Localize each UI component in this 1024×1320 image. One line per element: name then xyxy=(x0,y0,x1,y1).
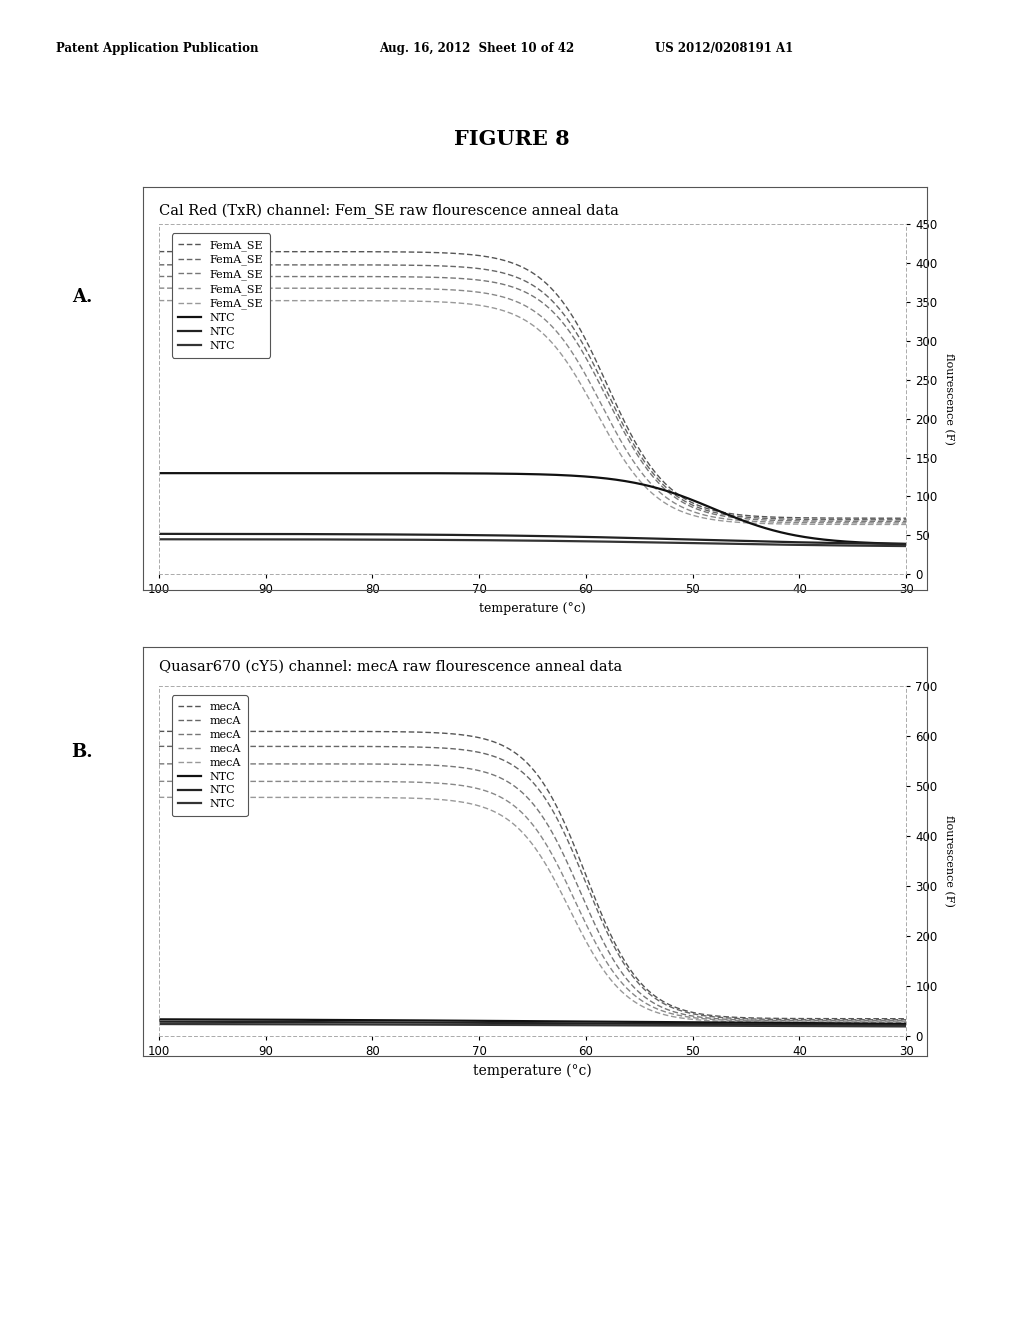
Text: B.: B. xyxy=(72,743,93,762)
Text: A.: A. xyxy=(72,288,92,306)
Y-axis label: flourescence (F): flourescence (F) xyxy=(944,816,954,907)
Legend: FemA_SE, FemA_SE, FemA_SE, FemA_SE, FemA_SE, NTC, NTC, NTC: FemA_SE, FemA_SE, FemA_SE, FemA_SE, FemA… xyxy=(172,234,269,358)
Text: Cal Red (TxR) channel: Fem_SE raw flourescence anneal data: Cal Red (TxR) channel: Fem_SE raw floure… xyxy=(159,203,618,219)
X-axis label: temperature (°c): temperature (°c) xyxy=(473,1064,592,1078)
Text: FIGURE 8: FIGURE 8 xyxy=(455,128,569,149)
Text: Aug. 16, 2012  Sheet 10 of 42: Aug. 16, 2012 Sheet 10 of 42 xyxy=(379,42,574,55)
Y-axis label: flourescence (F): flourescence (F) xyxy=(944,354,954,445)
Text: Quasar670 (cY5) channel: mecA raw flourescence anneal data: Quasar670 (cY5) channel: mecA raw floure… xyxy=(159,660,622,673)
Legend: mecA, mecA, mecA, mecA, mecA, NTC, NTC, NTC: mecA, mecA, mecA, mecA, mecA, NTC, NTC, … xyxy=(172,696,248,816)
Text: US 2012/0208191 A1: US 2012/0208191 A1 xyxy=(655,42,794,55)
Text: Patent Application Publication: Patent Application Publication xyxy=(56,42,259,55)
X-axis label: temperature (°c): temperature (°c) xyxy=(479,602,586,615)
